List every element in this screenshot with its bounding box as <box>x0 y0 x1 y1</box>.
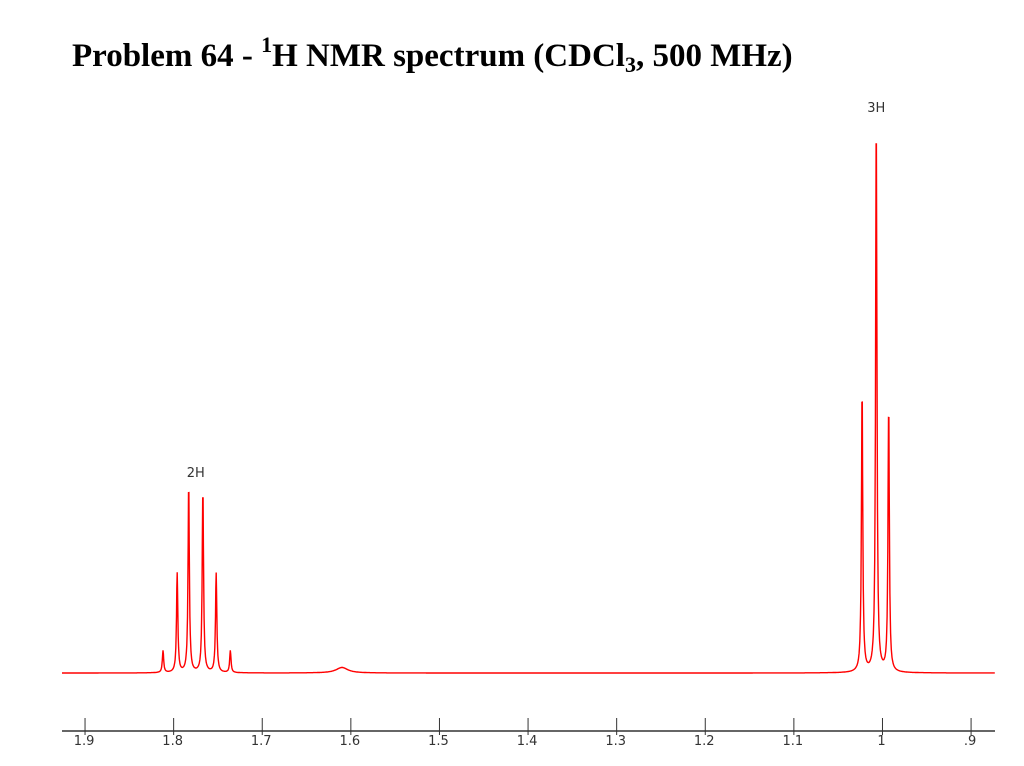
title-superscript: 1 <box>261 32 273 57</box>
chart-title: Problem 64 - 1H NMR spectrum (CDCl3, 500… <box>72 34 793 77</box>
x-tick-label: 1.6 <box>340 734 361 749</box>
integration-label: 3H <box>867 101 885 116</box>
x-tick-label: 1.4 <box>517 734 538 749</box>
title-text: Problem 64 - <box>72 38 262 74</box>
x-tick-label: 1.1 <box>783 734 804 749</box>
x-tick-label: 1.8 <box>162 734 183 749</box>
x-tick-label: 1.7 <box>251 734 272 749</box>
x-tick-label: 1.2 <box>694 734 715 749</box>
title-text: H NMR spectrum (CDCl <box>272 38 625 74</box>
title-subscript: 3 <box>624 52 636 77</box>
x-tick-label: 1 <box>877 734 885 749</box>
x-tick-label: 1.9 <box>74 734 95 749</box>
x-tick-label: 1.5 <box>428 734 449 749</box>
spectrum-line <box>62 143 995 674</box>
integration-label: 2H <box>187 466 205 481</box>
title-text: , 500 MHz) <box>635 38 793 74</box>
x-tick-label: .9 <box>964 734 976 749</box>
x-tick-label: 1.3 <box>605 734 626 749</box>
